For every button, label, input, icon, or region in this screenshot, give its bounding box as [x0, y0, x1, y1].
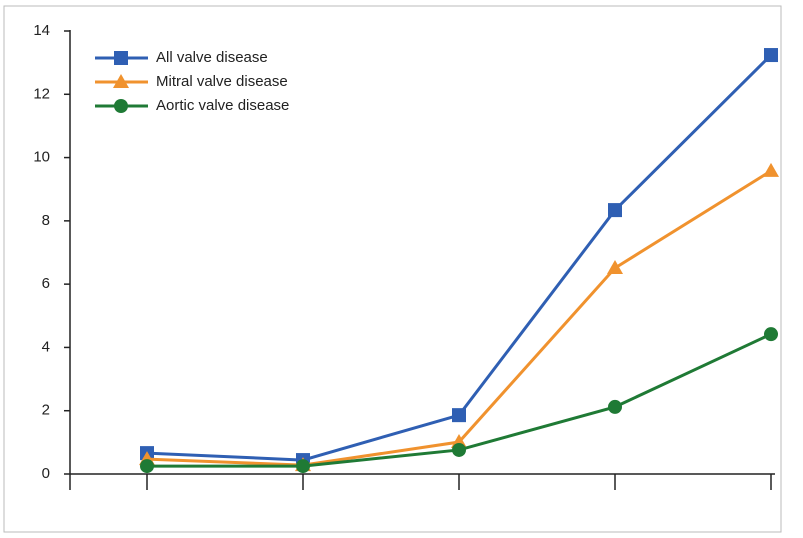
data-point: [764, 48, 778, 63]
y-tick-label: 6: [42, 275, 50, 292]
data-point: [764, 327, 778, 342]
legend-marker: [114, 99, 128, 113]
y-tick-label: 12: [33, 85, 50, 102]
legend-marker: [114, 51, 128, 65]
data-point: [140, 459, 154, 474]
series-line: [146, 53, 773, 462]
legend-label: Aortic valve disease: [156, 97, 289, 114]
data-point: [607, 260, 623, 275]
y-tick-label: 14: [33, 22, 50, 39]
y-tick-label: 2: [42, 402, 50, 419]
y-tick-label: 4: [42, 338, 50, 355]
data-point: [452, 408, 466, 423]
y-tick-label: 10: [33, 149, 50, 166]
y-tick-label: 0: [42, 465, 50, 482]
data-point: [608, 399, 622, 414]
data-point: [296, 459, 310, 474]
y-tick-label: 8: [42, 212, 50, 229]
data-point: [763, 162, 779, 177]
data-point: [608, 203, 622, 218]
frame: [3, 5, 782, 533]
data-point: [452, 442, 466, 457]
legend-label: All valve disease: [156, 49, 268, 66]
legend-label: Mitral valve disease: [156, 73, 288, 90]
legend-marker: [113, 74, 129, 88]
